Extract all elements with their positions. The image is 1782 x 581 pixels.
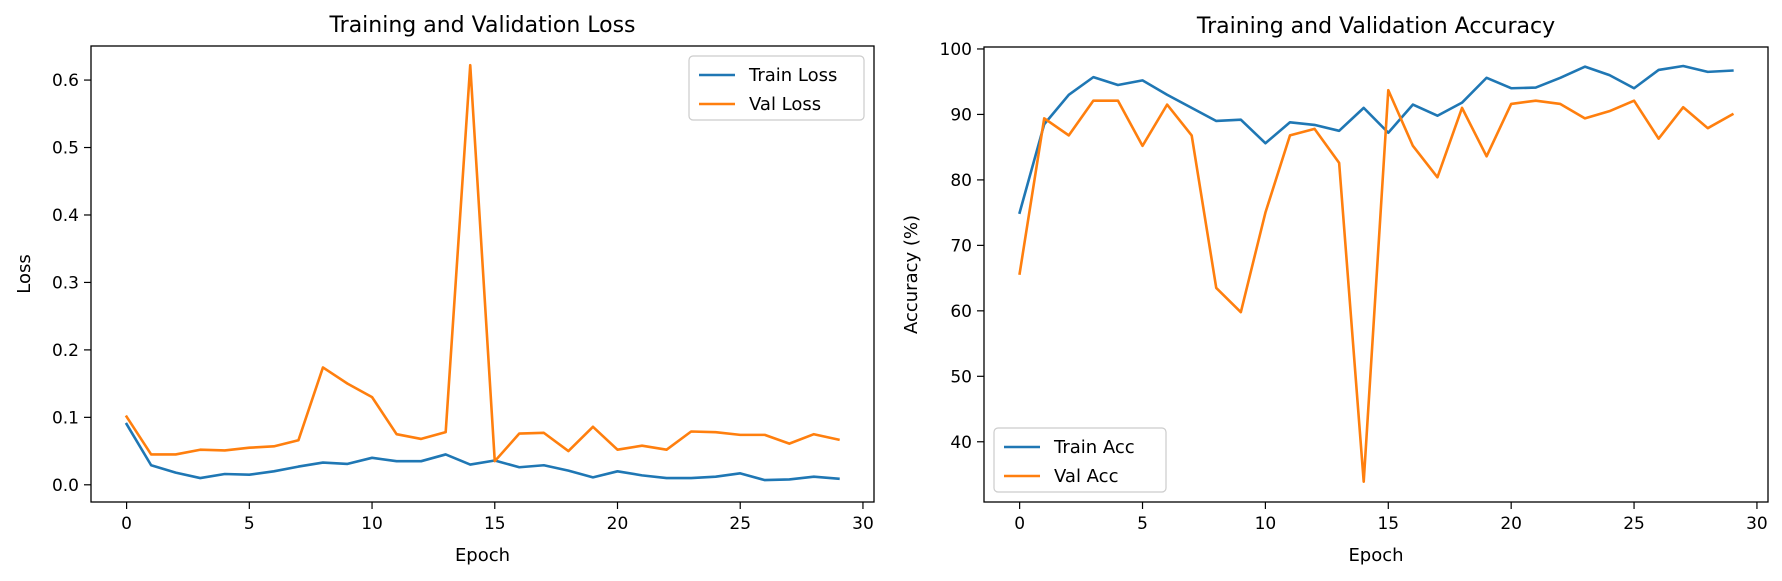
loss-legend-label: Train Loss: [748, 65, 837, 86]
accuracy-x-tick-label: 25: [1623, 514, 1645, 534]
loss-y-tick-label: 0.1: [52, 408, 79, 428]
accuracy-x-tick-label: 5: [1137, 514, 1148, 534]
loss-chart-title: Training and Validation Loss: [328, 13, 635, 38]
loss-x-tick-label: 30: [852, 514, 874, 534]
accuracy-x-tick-label: 15: [1377, 514, 1399, 534]
accuracy-y-tick-label: 40: [950, 433, 972, 453]
loss-series-train-loss-line: [124, 422, 840, 482]
loss-x-tick-label: 5: [244, 514, 255, 534]
loss-y-tick-label: 0.0: [52, 476, 79, 496]
accuracy-y-tick-label: 60: [950, 302, 972, 322]
loss-y-tick-label: 0.4: [52, 206, 79, 226]
loss-x-axis-label: Epoch: [455, 545, 510, 566]
accuracy-y-tick-label: 50: [950, 367, 972, 387]
loss-y-tick-label: 0.3: [52, 273, 79, 293]
loss-x-tick-label: 0: [121, 514, 132, 534]
loss-legend-label: Val Loss: [749, 94, 821, 115]
loss-chart: Training and Validation Loss 0 5 10 15 20 25 30…: [14, 13, 875, 566]
loss-legend: Train Loss Val Loss: [688, 55, 865, 121]
accuracy-y-tick-label: 90: [950, 105, 972, 125]
accuracy-legend-label: Train Acc: [1053, 437, 1135, 458]
accuracy-chart: Training and Validation Accuracy 0 5 10 15 20…: [901, 14, 1769, 566]
loss-series-val-loss-line: [124, 63, 840, 463]
accuracy-y-axis-label: Accuracy (%): [901, 215, 922, 334]
accuracy-y-tick-label: 70: [950, 236, 972, 256]
accuracy-x-tick-label: 0: [1014, 514, 1025, 534]
accuracy-x-axis-label: Epoch: [1348, 545, 1403, 566]
accuracy-legend: Train Acc Val Acc: [993, 427, 1167, 493]
loss-x-tick-label: 25: [729, 514, 751, 534]
accuracy-x-tick-label: 10: [1255, 514, 1277, 534]
loss-y-tick-label: 0.2: [52, 341, 79, 361]
accuracy-series-train-acc-line: [1018, 64, 1734, 215]
loss-axes-frame: [90, 45, 875, 503]
accuracy-y-tick-label: 80: [950, 171, 972, 191]
accuracy-x-tick-label: 20: [1500, 514, 1522, 534]
accuracy-chart-title: Training and Validation Accuracy: [1196, 14, 1555, 39]
loss-x-tick-label: 20: [607, 514, 629, 534]
loss-y-tick-label: 0.6: [52, 71, 79, 91]
loss-y-tick-label: 0.5: [52, 139, 79, 159]
accuracy-series-val-acc-line: [1018, 88, 1735, 484]
accuracy-y-tick-label: 100: [940, 40, 972, 60]
loss-x-tick-label: 10: [361, 514, 383, 534]
loss-x-tick-label: 15: [484, 514, 506, 534]
loss-y-axis-label: Loss: [14, 254, 35, 293]
accuracy-x-tick-label: 30: [1746, 514, 1768, 534]
accuracy-axes-frame: [983, 46, 1769, 503]
accuracy-legend-label: Val Acc: [1054, 466, 1118, 487]
